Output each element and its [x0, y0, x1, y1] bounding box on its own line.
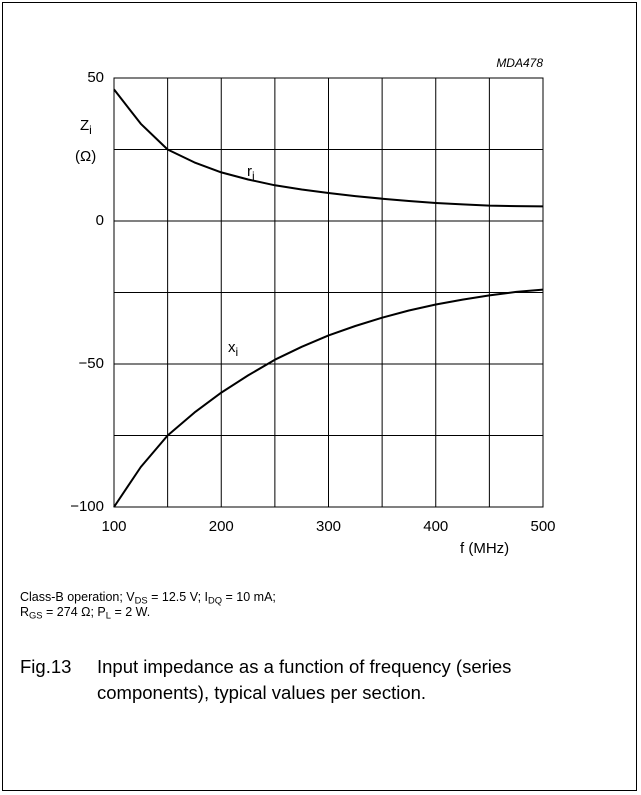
x-tick-label: 400	[423, 518, 448, 535]
x-tick-label: 200	[209, 518, 234, 535]
y-tick-label: −100	[70, 498, 104, 515]
figure-code: MDA478	[496, 56, 543, 70]
y-axis-label-sub: i	[89, 123, 92, 137]
series-name-sub: i	[236, 345, 239, 359]
series-name-sub: i	[252, 169, 255, 183]
condition-text: = 274 Ω; P	[42, 605, 106, 619]
series-label: ri	[247, 163, 255, 183]
figure-number: Fig.13	[20, 656, 72, 677]
y-tick-label: 0	[96, 212, 104, 229]
subscript: DS	[134, 595, 148, 606]
condition-text: = 10 mA;	[222, 590, 276, 604]
series-name: r	[247, 163, 252, 180]
condition-text: R	[20, 605, 30, 619]
y-tick-label: 50	[87, 69, 104, 86]
subscript: DQ	[208, 595, 223, 606]
y-axis-label-main: Z	[80, 117, 89, 134]
y-tick-label: −50	[79, 355, 104, 372]
subscript: L	[105, 610, 111, 621]
condition-line: RGS = 274 Ω; PL = 2 W.	[20, 605, 276, 620]
condition-text: = 12.5 V; I	[147, 590, 208, 604]
series-line	[113, 88, 544, 208]
caption-text: Input impedance as a function of frequen…	[97, 656, 512, 703]
subscript: GS	[29, 610, 43, 621]
series-label: xi	[228, 339, 238, 359]
x-axis-label: f (MHz)	[460, 540, 509, 557]
series-line	[113, 288, 544, 508]
conditions: Class-B operation; VDS = 12.5 V; IDQ = 1…	[20, 590, 276, 620]
condition-text: = 2 W.	[110, 605, 151, 619]
y-axis-unit: (Ω)	[75, 148, 96, 165]
figure-caption: Fig.13 Input impedance as a function of …	[20, 654, 620, 706]
condition-line: Class-B operation; VDS = 12.5 V; IDQ = 1…	[20, 590, 276, 605]
series-name: x	[228, 339, 236, 356]
x-tick-label: 100	[101, 518, 126, 535]
x-tick-label: 300	[316, 518, 341, 535]
x-tick-label: 500	[530, 518, 555, 535]
y-axis-label: Zi	[80, 117, 92, 137]
condition-text: Class-B operation; V	[20, 590, 135, 604]
